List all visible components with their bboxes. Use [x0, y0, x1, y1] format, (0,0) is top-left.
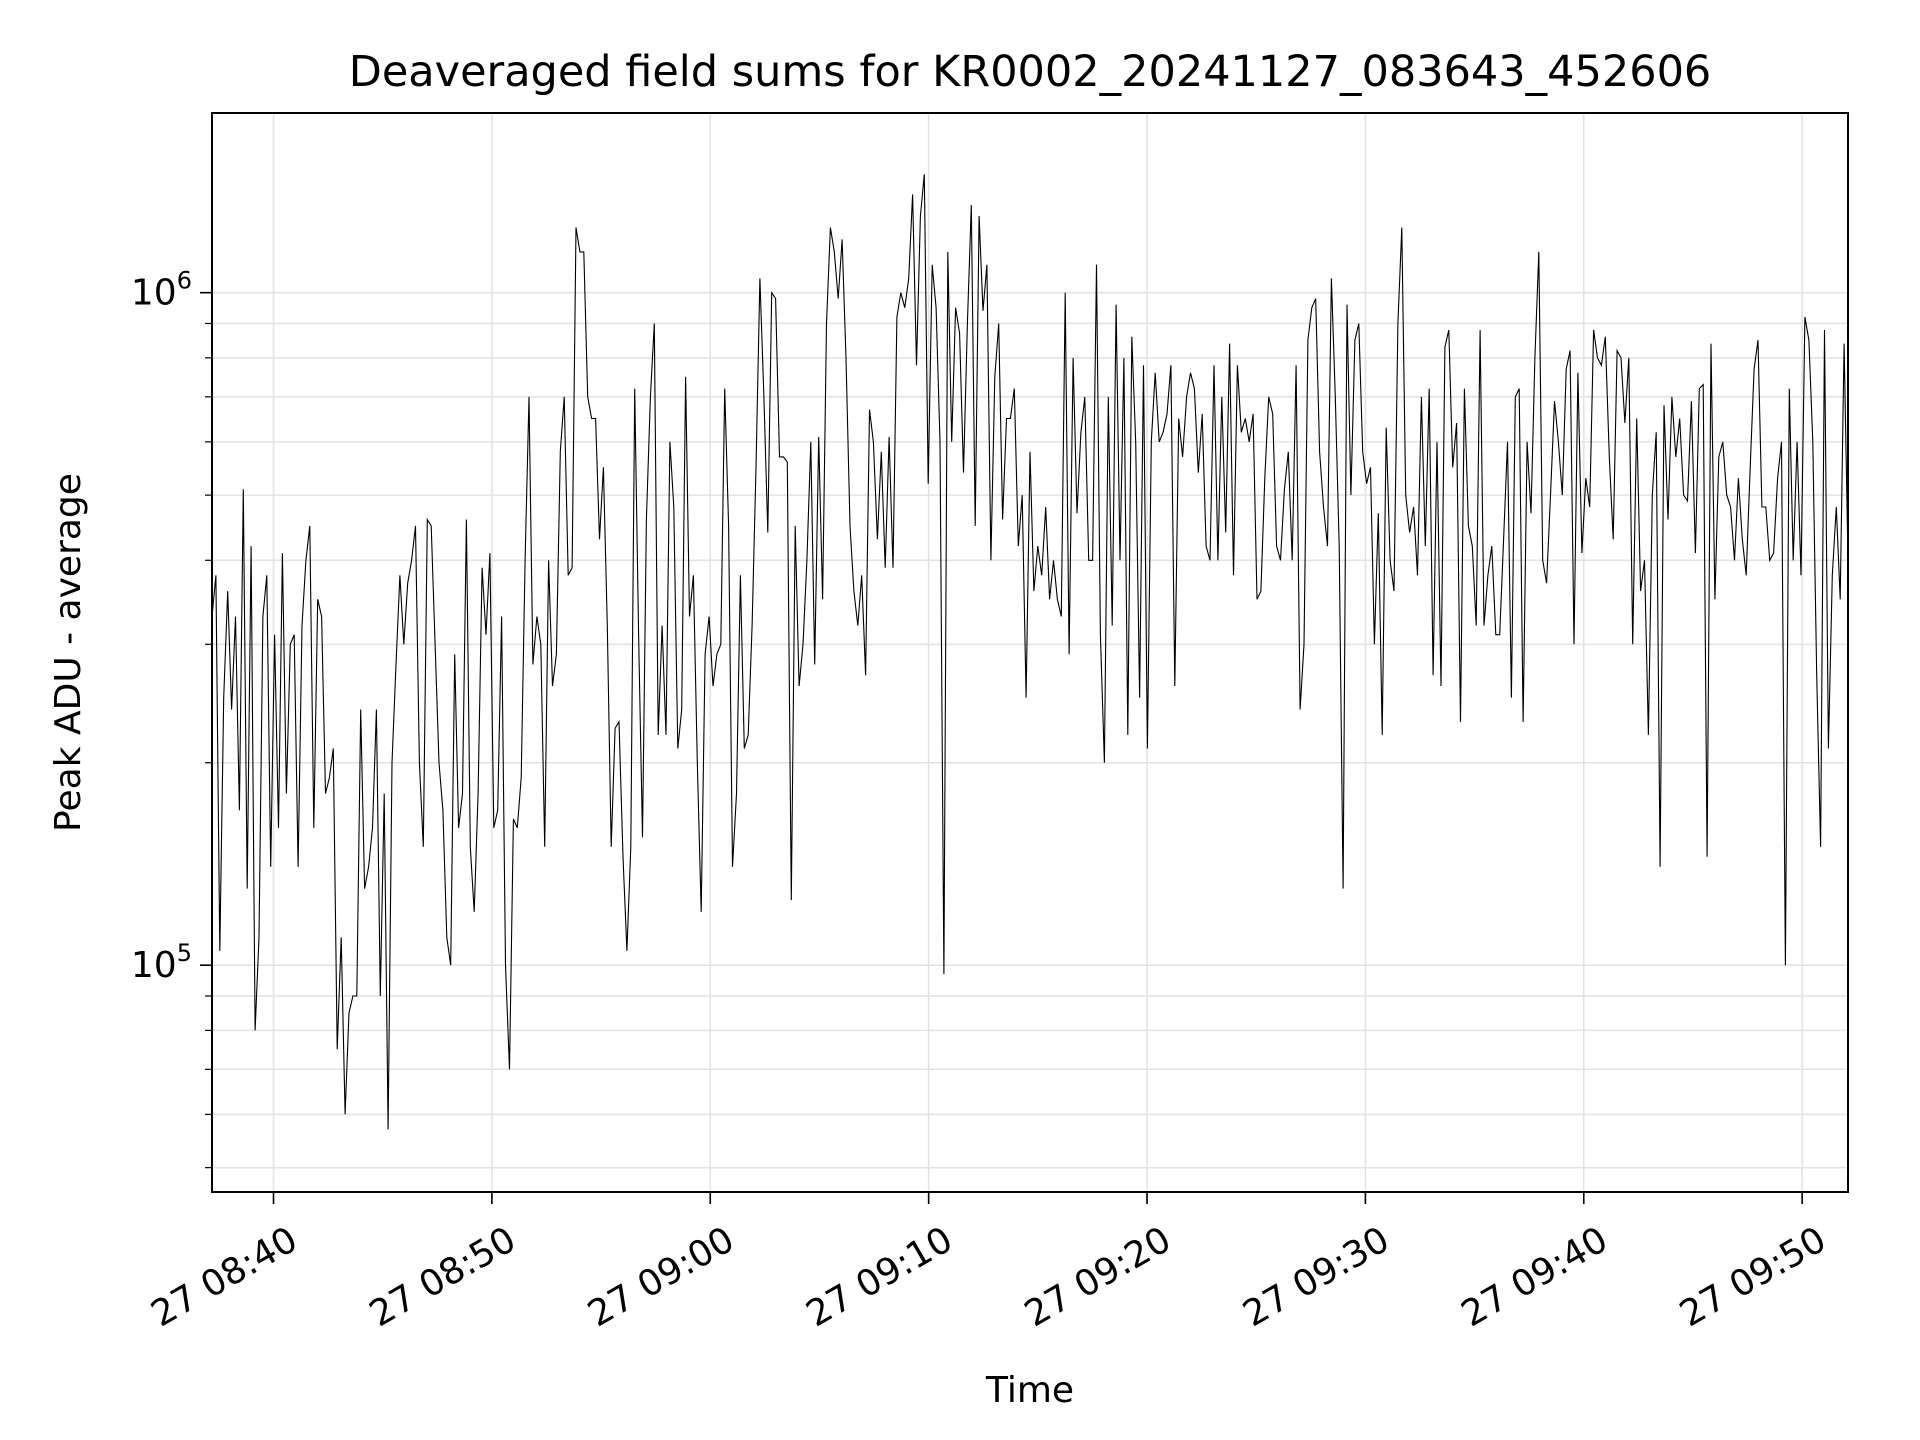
x-axis-label: Time — [985, 1370, 1074, 1411]
y-axis-label: Peak ADU - average — [48, 473, 89, 832]
series-line — [211, 174, 1849, 1130]
y-tick-base: 10 — [131, 273, 177, 314]
series-layer — [211, 174, 1849, 1130]
plot-frame — [211, 112, 1849, 1193]
chart-title: Deaveraged field sums for KR0002_2024112… — [349, 47, 1712, 97]
y-tick-base: 10 — [131, 945, 177, 986]
y-tick-label: 106 — [131, 267, 192, 314]
y-tick-label: 105 — [131, 939, 192, 986]
y-tick-exponent: 5 — [177, 939, 192, 967]
grid — [212, 113, 1848, 1192]
y-tick-exponent: 6 — [177, 267, 192, 295]
